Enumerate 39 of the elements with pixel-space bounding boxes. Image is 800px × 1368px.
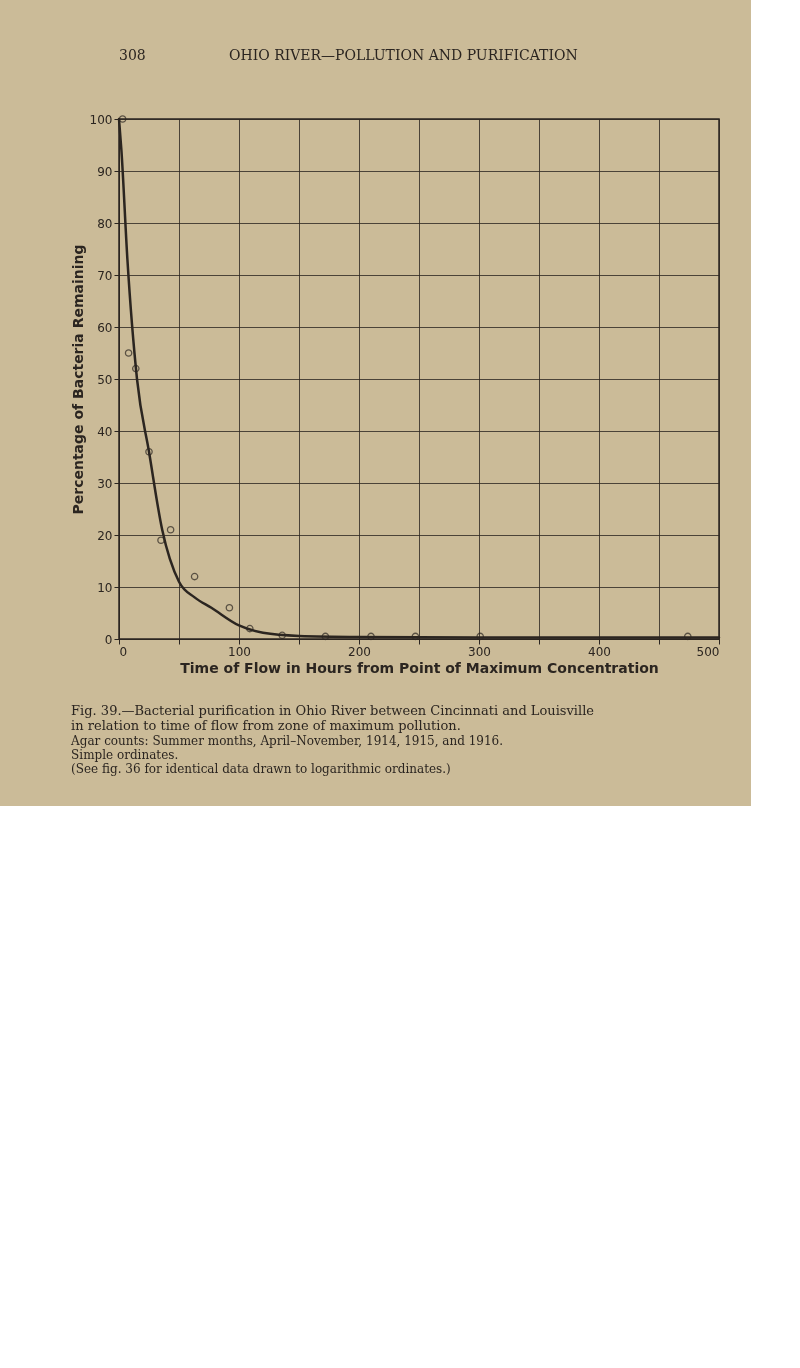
text: (See fig. 36 for identical data drawn to logarithmic ordinates.) — [71, 762, 451, 776]
y-tick-label: 70 — [97, 268, 113, 283]
point — [145, 447, 153, 456]
text: 308 — [119, 47, 146, 63]
y-tick-label: 20 — [97, 528, 113, 543]
y-tick-label: 50 — [97, 372, 113, 387]
y-axis-title: Percentage of Bacteria Remaining — [69, 244, 86, 515]
text: Agar counts: Summer months, April–November, 1914, 1915, and 1916. — [71, 734, 504, 748]
point — [683, 632, 692, 641]
x-tick-label: 200 — [348, 644, 371, 659]
x-tick-label: 300 — [468, 644, 491, 659]
y-tick-label: 30 — [97, 476, 113, 491]
x-tick-label: 100 — [228, 644, 251, 659]
point — [476, 632, 485, 641]
y-tick-label: 60 — [97, 320, 113, 335]
point — [367, 632, 375, 641]
x-tick-label: 400 — [588, 644, 611, 659]
point — [157, 536, 165, 545]
point — [278, 631, 287, 640]
point — [245, 624, 254, 633]
y-tick-label: 0 — [104, 632, 113, 647]
point — [166, 525, 175, 534]
point — [321, 632, 330, 641]
y-tick-label: 90 — [97, 164, 113, 179]
point — [118, 115, 127, 123]
x-tick-label: 0 — [119, 644, 128, 659]
x-axis-title: Time of Flow in Hours from Point of Maximum Concentration — [180, 659, 659, 676]
text: Simple ordinates. — [71, 748, 179, 762]
point — [190, 572, 199, 581]
point — [124, 349, 133, 357]
point — [225, 603, 234, 612]
text: OHIO RIVER—POLLUTION AND PURIFICATION — [229, 47, 578, 63]
point — [131, 364, 140, 373]
x-tick-label: 500 — [696, 644, 720, 659]
y-tick-label: 80 — [97, 216, 113, 231]
y-tick-label: 10 — [97, 580, 113, 595]
y-tick-label: 40 — [97, 424, 113, 439]
y-tick-label: 100 — [89, 112, 113, 127]
text: Fig. 39.—Bacterial purification in Ohio River between Cincinnati and Louisville in relation to time of flow from zone of maximum pollution. — [71, 703, 595, 733]
